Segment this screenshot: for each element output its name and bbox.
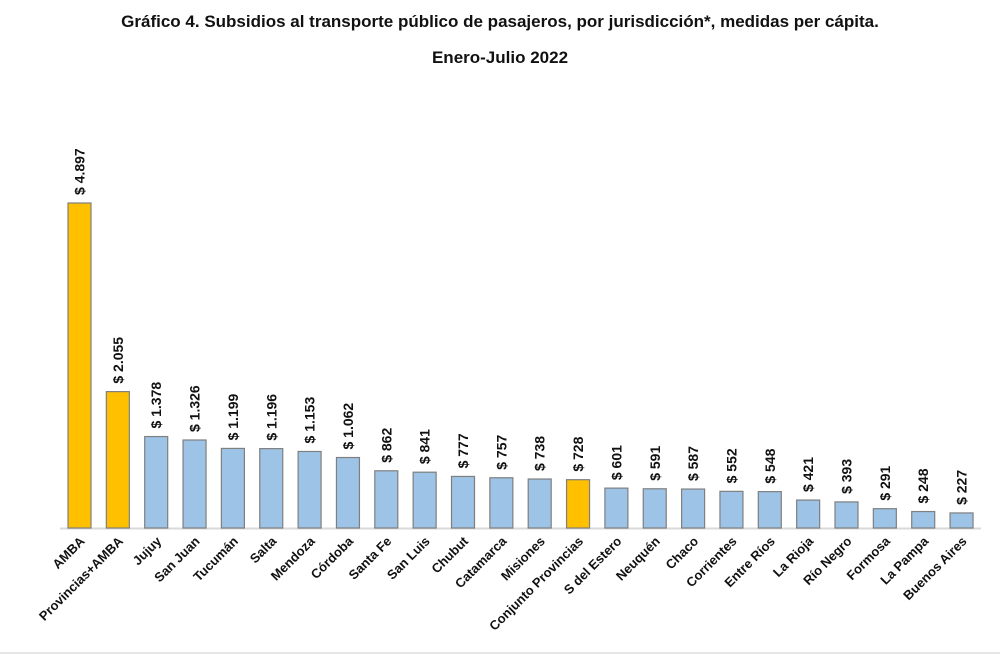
bottom-divider <box>0 652 1000 654</box>
data-label: $ 291 <box>877 465 893 500</box>
data-label: $ 841 <box>417 429 433 464</box>
data-label: $ 548 <box>762 448 778 483</box>
data-label: $ 777 <box>455 433 471 468</box>
bar-entre-ríos <box>757 491 782 529</box>
data-label: $ 227 <box>954 470 970 505</box>
bar-chaco <box>680 488 706 529</box>
bar-conjunto-provincias <box>565 479 591 529</box>
bar-tucumán <box>220 447 245 529</box>
data-label: $ 862 <box>378 428 394 463</box>
data-label: $ 421 <box>800 457 816 492</box>
bar-provincias-amba <box>105 391 130 529</box>
bar-salta <box>259 448 284 529</box>
data-label: $ 4.897 <box>72 148 88 195</box>
bar-san-juan <box>182 439 207 529</box>
data-label: $ 601 <box>608 445 624 480</box>
data-label: $ 1.199 <box>225 394 241 441</box>
category-label: San Luis <box>384 534 433 583</box>
data-label: $ 738 <box>532 436 548 471</box>
bar-san-luis <box>412 471 437 529</box>
data-label: $ 591 <box>647 446 663 481</box>
data-label: $ 757 <box>493 435 509 470</box>
bar-mendoza <box>297 450 322 529</box>
bar-misiones <box>527 478 552 529</box>
data-label: $ 2.055 <box>110 337 126 384</box>
bar-santa-fe <box>374 470 399 529</box>
data-label: $ 552 <box>723 448 739 483</box>
chart-title: Gráfico 4. Subsidios al transporte públi… <box>121 12 879 31</box>
data-label: $ 248 <box>915 468 931 503</box>
data-label: $ 728 <box>570 436 586 471</box>
bar-catamarca <box>489 477 514 529</box>
bar-córdoba <box>335 456 361 529</box>
category-label: Salta <box>247 533 280 566</box>
data-label: $ 393 <box>839 459 855 494</box>
data-label: $ 1.196 <box>263 394 279 441</box>
bar-jujuy <box>144 435 169 529</box>
data-label: $ 1.326 <box>187 385 203 432</box>
data-label: $ 1.062 <box>340 403 356 450</box>
chart-subtitle: Enero-Julio 2022 <box>431 48 569 67</box>
bar-la-pampa <box>911 510 936 529</box>
bar-amba <box>67 202 92 529</box>
bar-corrientes <box>719 490 744 529</box>
bar-río-negro <box>834 501 859 529</box>
bar-chubut <box>450 475 476 529</box>
bar-formosa <box>872 508 897 529</box>
data-label: $ 1.153 <box>302 397 318 444</box>
bar-neuquén <box>642 488 667 529</box>
bar-buenos-aires <box>949 512 974 529</box>
category-label: Jujuy <box>130 533 165 568</box>
bar-s-del-estero <box>604 487 629 529</box>
bar-la-rioja <box>796 499 821 529</box>
data-label: $ 587 <box>685 446 701 481</box>
data-label: $ 1.378 <box>148 382 164 429</box>
